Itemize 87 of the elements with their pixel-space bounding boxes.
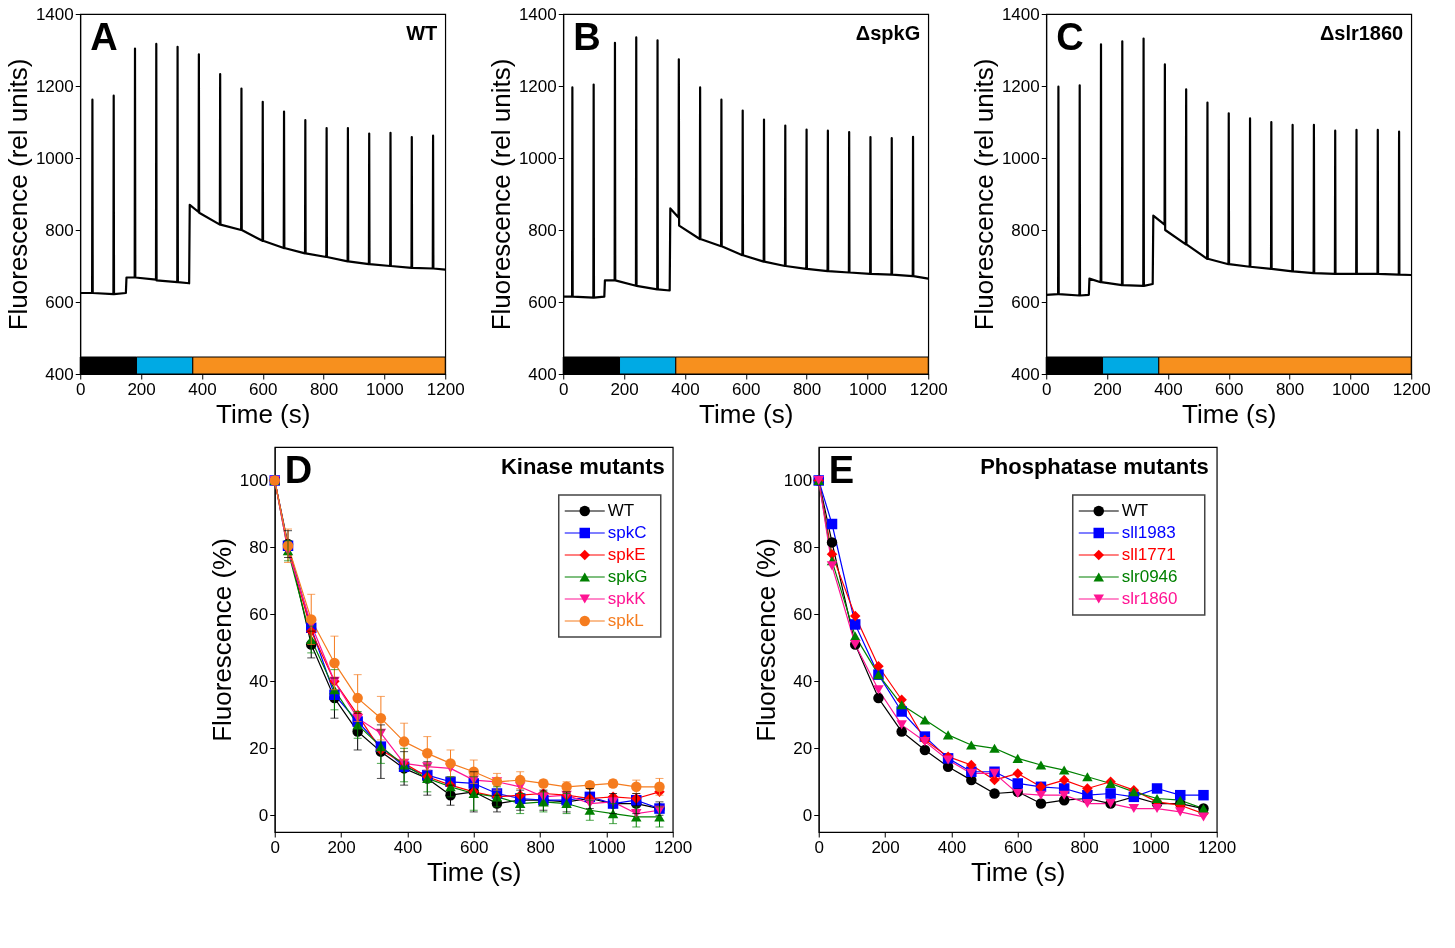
y-tick-label: 20 [249, 738, 269, 758]
y-tick-label: 100 [783, 470, 813, 490]
legend-label: slr1860 [1121, 589, 1178, 608]
y-tick-label: 800 [1011, 220, 1040, 240]
y-axis-title: Fluorescence (%) [206, 538, 237, 742]
x-tick-label: 1200 [426, 379, 465, 399]
y-axis-title: Fluorescence (rel units) [2, 58, 33, 331]
y-tick-label: 1200 [1001, 76, 1040, 96]
x-tick-label: 200 [871, 837, 900, 857]
legend-label: WT [1121, 501, 1149, 520]
y-tick-label: 1000 [35, 148, 74, 168]
x-tick-label: 400 [937, 837, 967, 857]
x-tick-label: 400 [1154, 379, 1183, 399]
y-tick-label: 1400 [1001, 4, 1040, 24]
x-tick-label: 1000 [1332, 379, 1370, 399]
x-tick-label: 1200 [1392, 379, 1431, 399]
annotation: A [90, 16, 118, 58]
y-tick-label: 800 [45, 220, 74, 240]
x-tick-label: 800 [1070, 837, 1099, 857]
y-tick-label: 60 [249, 604, 269, 624]
legend-label: spkC [607, 523, 647, 542]
y-tick-label: 20 [793, 738, 813, 758]
y-tick-label: 0 [258, 805, 269, 825]
x-tick-label: 1000 [588, 837, 626, 857]
legend-label: spkL [607, 611, 644, 630]
y-tick-label: 40 [249, 671, 269, 691]
y-tick-label: 1400 [518, 4, 557, 24]
x-tick-label: 200 [610, 379, 639, 399]
x-tick-label: 200 [1093, 379, 1122, 399]
legend-label: sll1771 [1121, 545, 1176, 564]
x-tick-label: 600 [1215, 379, 1244, 399]
x-axis-title: Time (s) [1182, 398, 1277, 429]
annotation: ΔspkG [855, 22, 921, 44]
y-tick-label: 0 [802, 805, 813, 825]
y-tick-label: 1000 [1001, 148, 1040, 168]
y-tick-label: 60 [793, 604, 813, 624]
y-tick-label: 400 [1011, 364, 1040, 384]
y-axis-title: Fluorescence (%) [750, 538, 781, 742]
x-axis-title: Time (s) [699, 398, 794, 429]
x-tick-label: 600 [732, 379, 761, 399]
annotation: C [1056, 16, 1084, 58]
y-tick-label: 80 [793, 537, 813, 557]
y-axis-title: Fluorescence (rel units) [968, 58, 999, 331]
legend-label: WT [607, 501, 635, 520]
x-tick-label: 1200 [1198, 837, 1237, 857]
x-tick-label: 1000 [849, 379, 887, 399]
x-tick-label: 200 [127, 379, 156, 399]
y-tick-label: 40 [793, 671, 813, 691]
x-tick-label: 1200 [654, 837, 693, 857]
legend-label: sll1983 [1121, 523, 1176, 542]
y-tick-label: 1200 [518, 76, 557, 96]
x-tick-label: 1200 [909, 379, 948, 399]
x-tick-label: 600 [460, 837, 489, 857]
y-tick-label: 600 [528, 292, 557, 312]
x-axis-title: Time (s) [427, 856, 522, 887]
legend-label: spkG [607, 567, 648, 586]
annotation: D [284, 449, 313, 491]
annotation: Kinase mutants [500, 454, 665, 479]
y-axis-title: Fluorescence (rel units) [485, 58, 516, 331]
x-tick-label: 1000 [1132, 837, 1170, 857]
y-tick-label: 1400 [35, 4, 74, 24]
x-tick-label: 200 [327, 837, 356, 857]
y-tick-label: 80 [249, 537, 269, 557]
annotation: E [828, 449, 855, 491]
y-tick-label: 100 [239, 470, 269, 490]
y-tick-label: 600 [1011, 292, 1040, 312]
x-tick-label: 1000 [366, 379, 404, 399]
x-axis-title: Time (s) [971, 856, 1066, 887]
annotation: Phosphatase mutants [980, 454, 1209, 479]
x-tick-label: 800 [309, 379, 339, 399]
y-tick-label: 1200 [35, 76, 74, 96]
x-axis-title: Time (s) [216, 398, 311, 429]
x-tick-label: 400 [671, 379, 700, 399]
x-tick-label: 400 [393, 837, 423, 857]
y-tick-label: 600 [45, 292, 74, 312]
y-tick-label: 1000 [518, 148, 557, 168]
x-tick-label: 400 [188, 379, 217, 399]
y-tick-label: 400 [528, 364, 557, 384]
annotation: Δslr1860 [1319, 22, 1404, 44]
x-tick-label: 800 [1275, 379, 1305, 399]
annotation: B [573, 16, 601, 58]
legend-label: spkE [607, 545, 646, 564]
y-tick-label: 800 [528, 220, 557, 240]
legend-label: slr0946 [1121, 567, 1178, 586]
y-tick-label: 400 [45, 364, 74, 384]
annotation: WT [406, 22, 438, 44]
legend-label: spkK [607, 589, 647, 608]
